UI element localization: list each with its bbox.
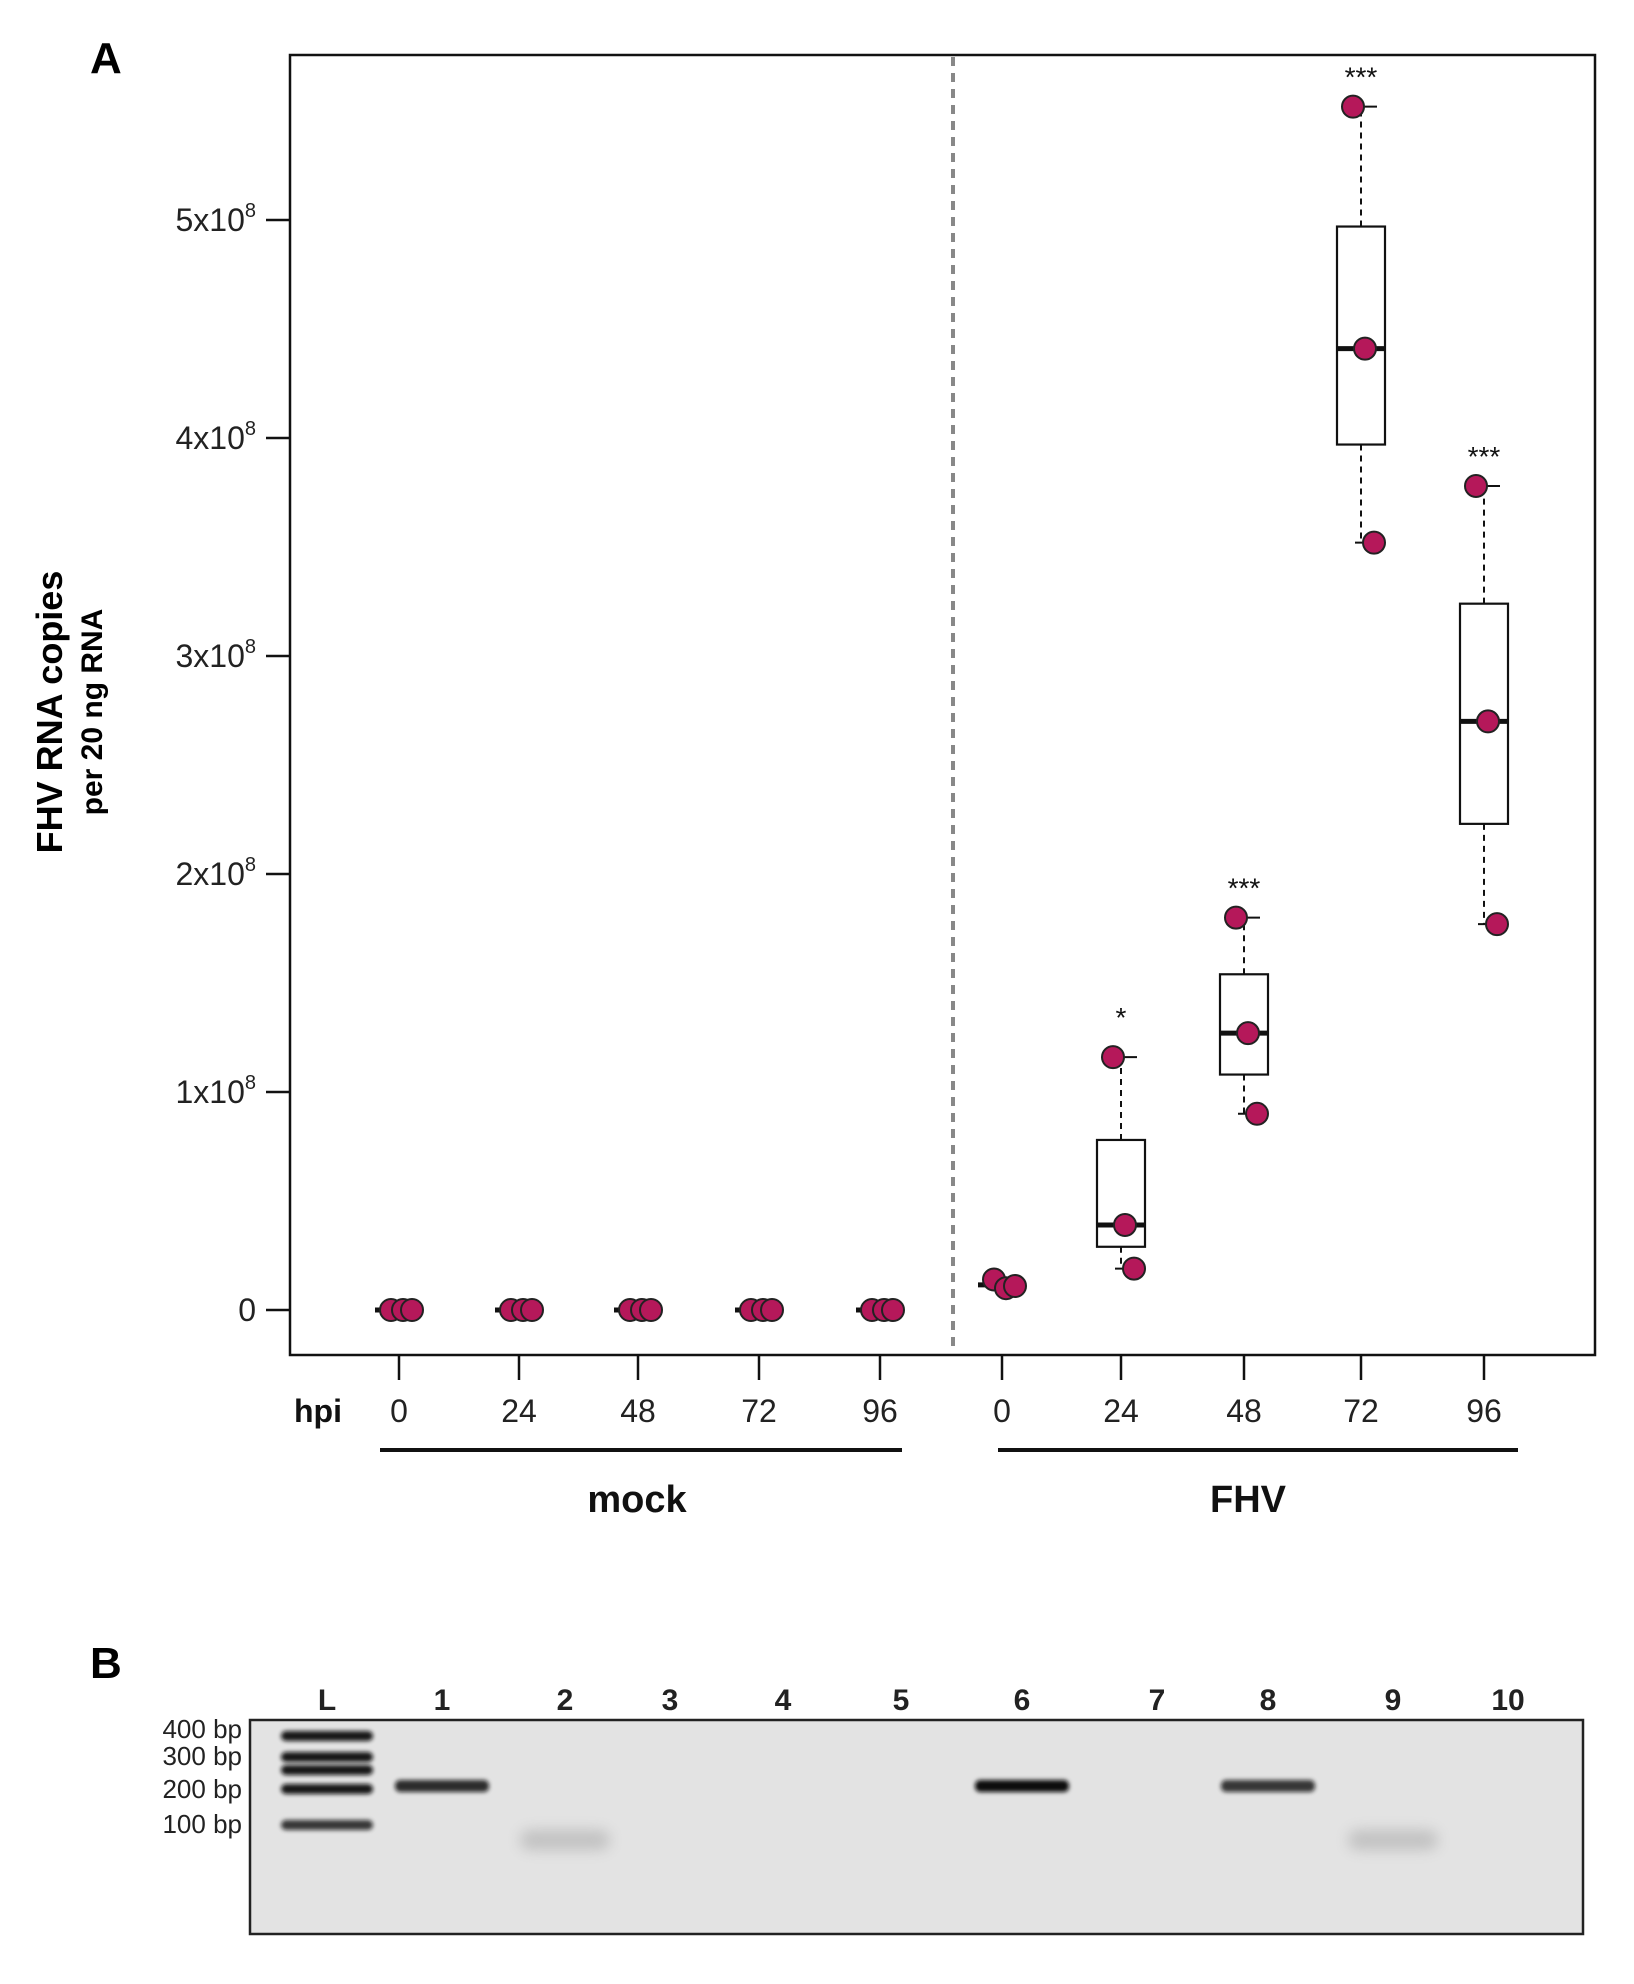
plot-frame: [288, 53, 1597, 1357]
significance-marker: *: [1116, 1002, 1127, 1033]
x-axis: 0 24 48 72 96 0 24 48 72 96: [390, 1355, 1502, 1429]
x-tick-label: 72: [741, 1393, 777, 1429]
y-tick-exponent: 8: [245, 1072, 256, 1094]
faint-band-lane-2: [520, 1830, 610, 1850]
gel-bands: [281, 1731, 1438, 1850]
data-point: [1236, 1021, 1260, 1046]
box-FHV-72: ***: [1335, 62, 1387, 555]
box-FHV-48: ***: [1218, 873, 1270, 1126]
significance-marker: ***: [1345, 62, 1378, 93]
x-tick-label: 48: [1226, 1393, 1262, 1429]
y-tick-label: 4x108: [175, 418, 256, 456]
data-point: [1476, 709, 1500, 734]
gel-image: [248, 1718, 1585, 1936]
lane-label-8: 8: [1260, 1684, 1277, 1717]
y-axis-label-sub: per 20 ng RNA: [76, 609, 109, 816]
y-axis-label-main: FHV RNA copies: [29, 571, 70, 854]
ladder-label: 200 bp: [162, 1774, 242, 1804]
data-point: [1113, 1212, 1137, 1237]
y-tick-exponent: 8: [245, 854, 256, 876]
y-tick-exponent: 8: [245, 418, 256, 440]
lane-label-4: 4: [775, 1684, 792, 1717]
band-lane-6: [975, 1780, 1069, 1792]
data-point: [639, 1298, 663, 1322]
x-axis-label-hpi: hpi: [294, 1393, 342, 1429]
lane-label-10: 10: [1491, 1684, 1524, 1717]
x-tick-label: 48: [620, 1393, 656, 1429]
lane-label-9: 9: [1385, 1684, 1402, 1717]
data-point: [881, 1298, 905, 1322]
data-point: [520, 1298, 544, 1322]
box-mock-48: [614, 1298, 663, 1322]
band-lane-1: [395, 1780, 489, 1792]
lane-label-1: 1: [434, 1684, 451, 1717]
significance-marker: ***: [1468, 441, 1501, 472]
ladder-band: [281, 1752, 373, 1762]
lane-label-L: L: [318, 1684, 336, 1717]
iqr-box: [1335, 225, 1387, 446]
data-point: [1485, 912, 1509, 937]
faint-band-lane-9: [1348, 1830, 1438, 1850]
lane-label-3: 3: [662, 1684, 679, 1717]
data-point: [760, 1298, 784, 1322]
box-mock-96: [856, 1298, 905, 1322]
x-tick-label: 0: [993, 1393, 1011, 1429]
x-tick-label: 24: [501, 1393, 537, 1429]
box-mock-72: [735, 1298, 784, 1322]
ladder-band: [281, 1784, 373, 1794]
y-tick-label: 0: [238, 1292, 256, 1328]
data-point: [1224, 905, 1248, 930]
lane-label-6: 6: [1014, 1684, 1031, 1717]
x-tick-label: 0: [390, 1393, 408, 1429]
ladder-band: [281, 1731, 373, 1741]
data-point: [1464, 473, 1488, 498]
ladder-band: [281, 1820, 373, 1830]
lane-label-5: 5: [893, 1684, 910, 1717]
data-point: [1101, 1045, 1125, 1070]
significance-marker: ***: [1228, 873, 1261, 904]
data-point: [1341, 94, 1365, 119]
group-label-mock: mock: [587, 1479, 687, 1521]
data-point: [1362, 530, 1386, 555]
y-axis: 0 1x108 2x108 3x108 4x108 5x108: [175, 200, 290, 1328]
y-tick-label: 5x108: [175, 200, 256, 238]
panel-b-letter: B: [90, 1639, 122, 1688]
box-FHV-0: [978, 1267, 1027, 1301]
x-tick-label: 96: [1466, 1393, 1502, 1429]
data-point: [1353, 336, 1377, 361]
y-axis-label: FHV RNA copies per 20 ng RNA: [29, 571, 109, 854]
data-point: [1003, 1274, 1027, 1299]
x-tick-label: 72: [1343, 1393, 1379, 1429]
box-mock-0: [375, 1298, 424, 1322]
data-point: [1245, 1101, 1269, 1126]
gel-lane-labels: L 1 2 3 4 5 6 7 8 9 10: [318, 1684, 1525, 1717]
ladder-band: [281, 1765, 373, 1775]
data-point: [1122, 1256, 1146, 1281]
ladder-label: 100 bp: [162, 1809, 242, 1839]
ladder-label: 400 bp: [162, 1714, 242, 1744]
lane-label-7: 7: [1149, 1684, 1166, 1717]
y-tick-label: 1x108: [175, 1072, 256, 1110]
y-tick-exponent: 8: [245, 636, 256, 658]
data-point: [400, 1298, 424, 1322]
box-mock-24: [495, 1298, 544, 1322]
panel-a-letter: A: [90, 34, 122, 83]
group-label-fhv: FHV: [1210, 1479, 1287, 1521]
box-FHV-96: ***: [1458, 441, 1510, 937]
plot-marks: **********: [375, 62, 1510, 1322]
y-tick-label: 3x108: [175, 636, 256, 674]
band-lane-8: [1221, 1780, 1315, 1792]
x-tick-label: 24: [1103, 1393, 1139, 1429]
y-tick-exponent: 8: [245, 200, 256, 222]
lane-label-2: 2: [557, 1684, 574, 1717]
x-tick-label: 96: [862, 1393, 898, 1429]
ladder-label: 300 bp: [162, 1741, 242, 1771]
box-FHV-24: *: [1095, 1002, 1147, 1281]
y-tick-label: 2x108: [175, 854, 256, 892]
